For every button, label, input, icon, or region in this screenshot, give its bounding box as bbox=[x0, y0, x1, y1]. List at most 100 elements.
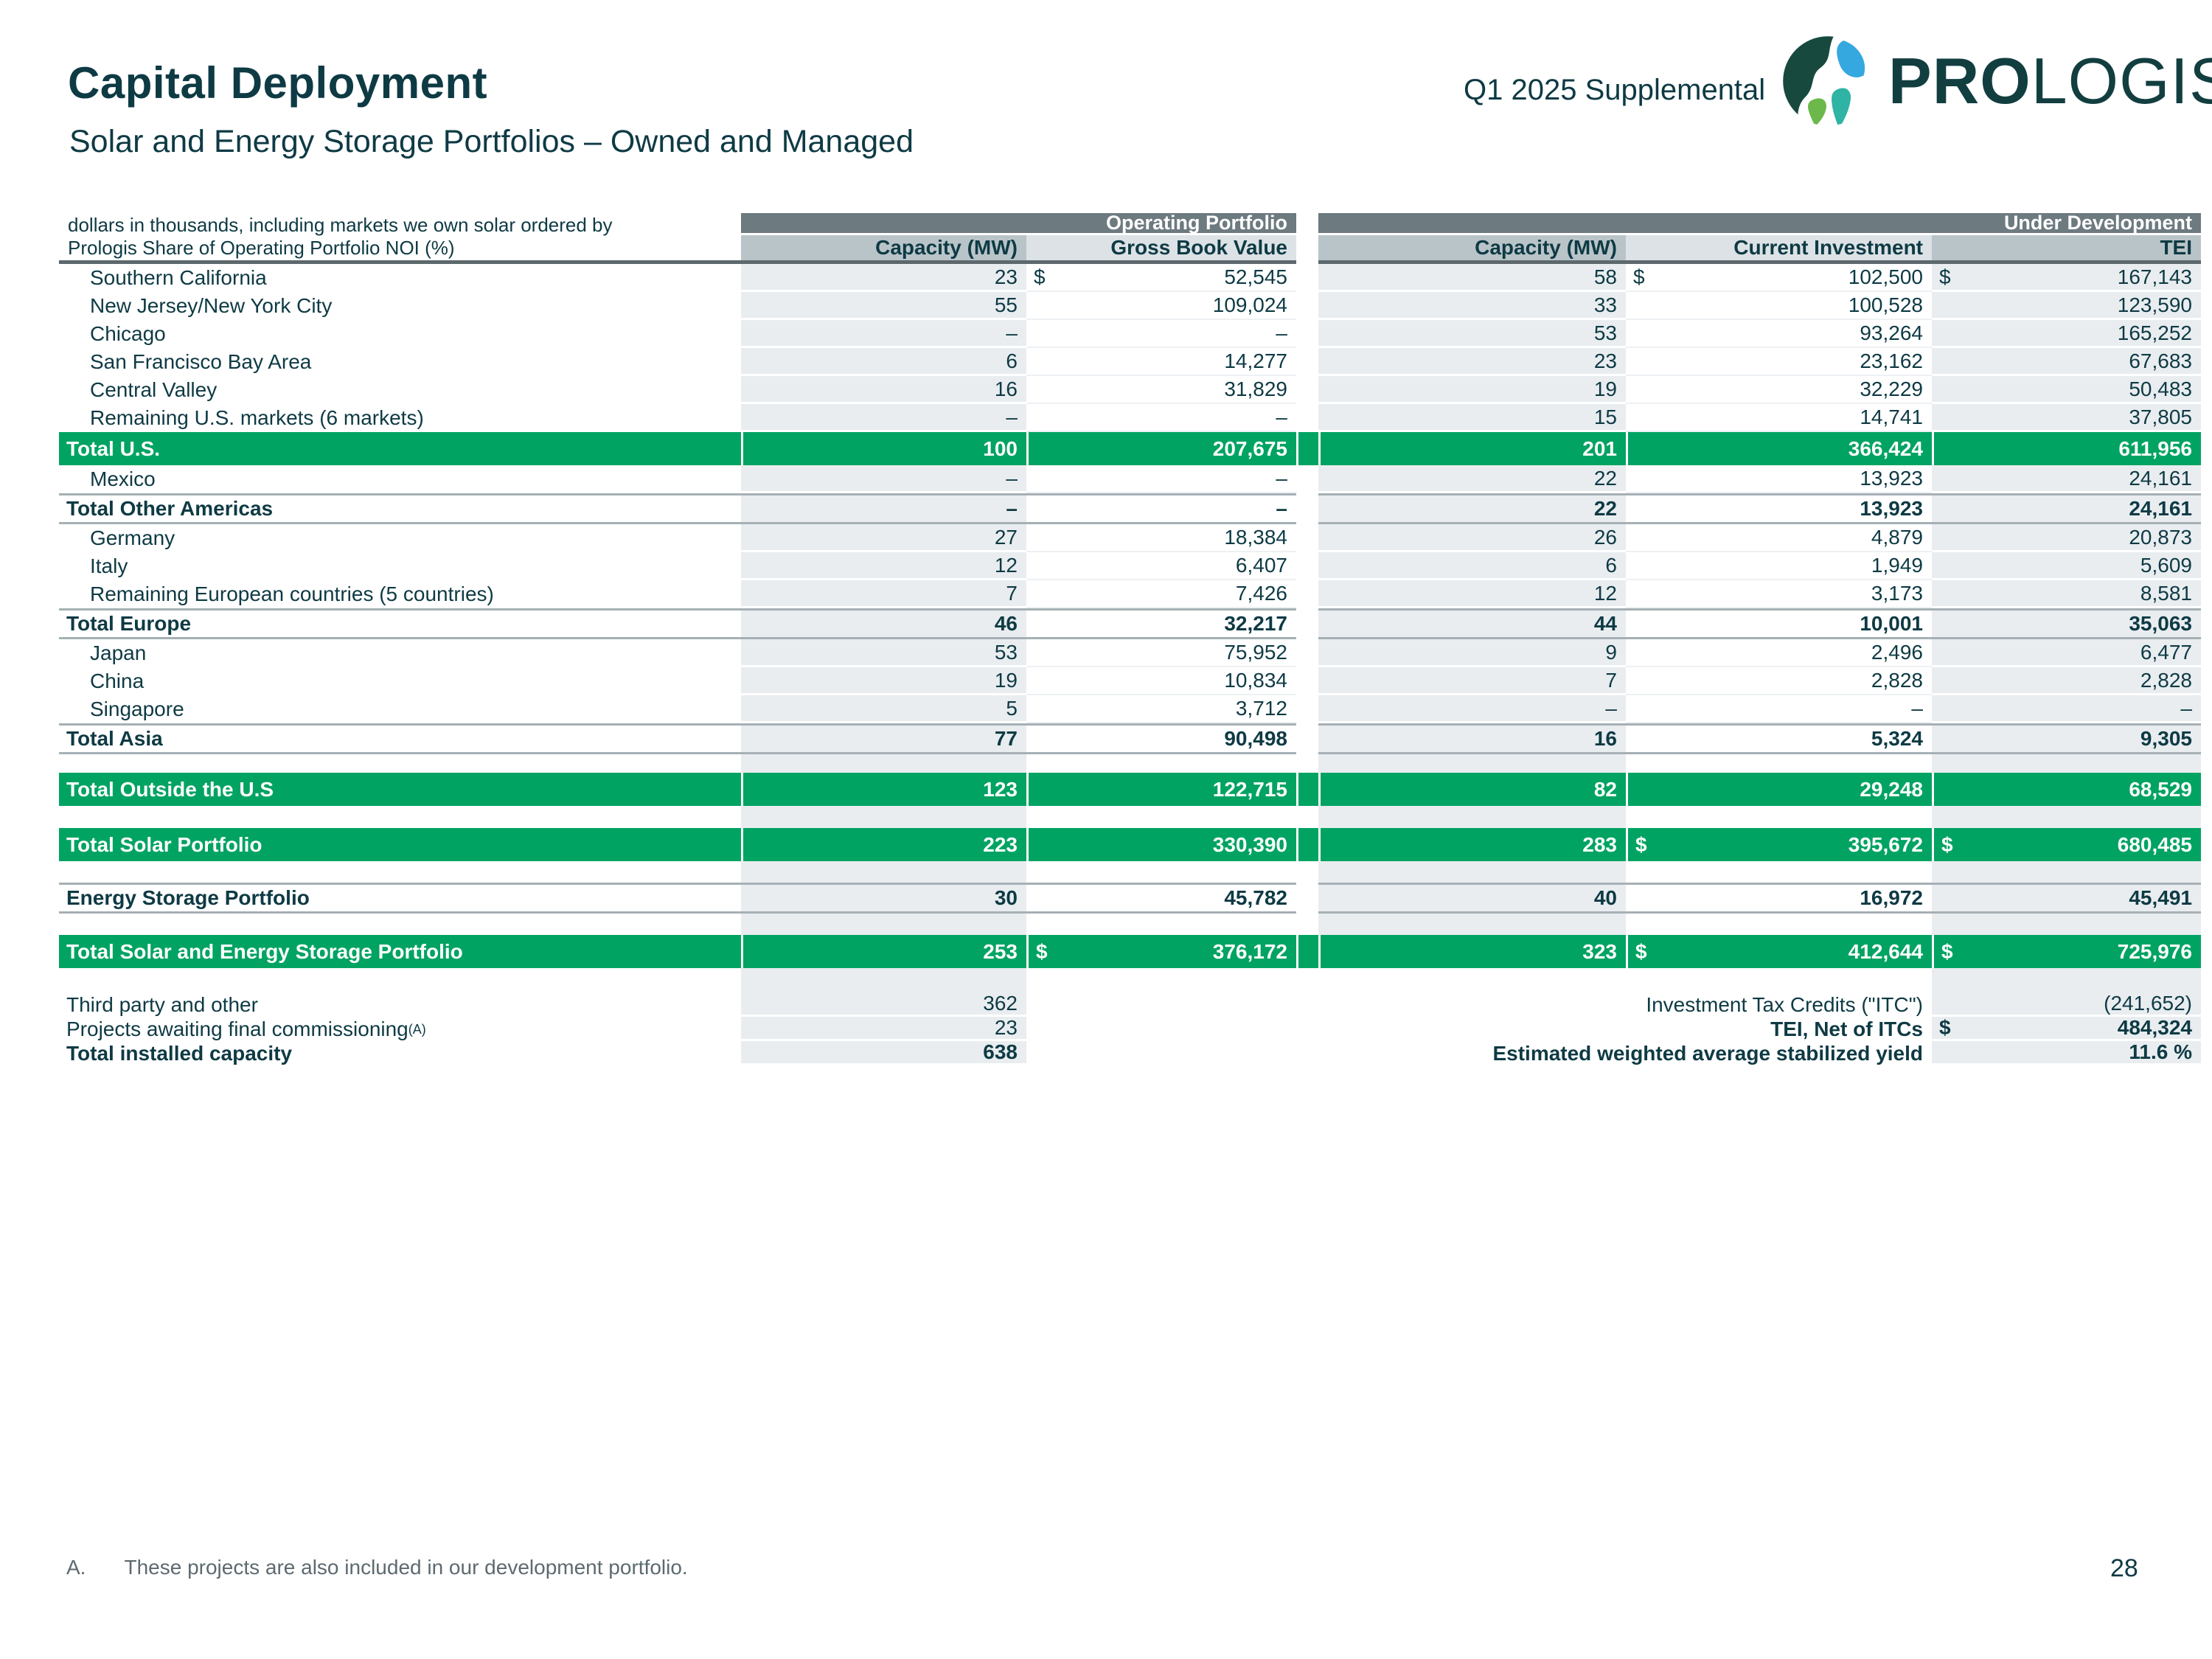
spacer-cell bbox=[1932, 806, 2201, 828]
cell-value: $102,500 bbox=[1626, 264, 1932, 292]
column-gap bbox=[1296, 348, 1318, 376]
spacer-cell bbox=[1296, 968, 1318, 992]
cell-value: 24,161 bbox=[1932, 465, 2201, 493]
cell-value: 15 bbox=[1318, 404, 1626, 432]
column-gap bbox=[1296, 320, 1318, 348]
value: 123,590 bbox=[2117, 293, 2192, 316]
value: 82 bbox=[1593, 777, 1617, 801]
dollar-sign: $ bbox=[1635, 939, 1647, 963]
row-label: Total Asia bbox=[59, 723, 741, 754]
spacer-cell bbox=[59, 754, 741, 773]
cell-value: 55 bbox=[741, 292, 1026, 320]
spacer-cell bbox=[1318, 806, 1626, 828]
value: 44 bbox=[1593, 612, 1617, 635]
value: 90,498 bbox=[1224, 727, 1287, 750]
label-text: Third party and other bbox=[66, 992, 258, 1016]
value: 55 bbox=[994, 293, 1018, 316]
column-header-capacity-dev: Capacity (MW) bbox=[1318, 235, 1626, 260]
spacer-cell bbox=[1296, 914, 1318, 935]
value: 53 bbox=[1593, 321, 1617, 344]
cell-value: 82 bbox=[1318, 773, 1626, 806]
spacer-cell bbox=[1932, 861, 2201, 883]
table-row: Total Solar and Energy Storage Portfolio… bbox=[59, 935, 2201, 968]
bottom-row-label: Third party and other bbox=[59, 992, 741, 1017]
cell-value: 45,782 bbox=[1026, 883, 1296, 914]
row-label: New Jersey/New York City bbox=[90, 294, 333, 317]
cell-value: 7 bbox=[1318, 667, 1626, 695]
table-row: New Jersey/New York City 55 109,024 33 100,5… bbox=[59, 292, 2201, 320]
value: 19 bbox=[1593, 377, 1617, 400]
value: (241,652) bbox=[2104, 992, 2192, 1015]
value: 5 bbox=[1006, 696, 1018, 720]
cell-value: 16 bbox=[1318, 723, 1626, 754]
cell-value: 29,248 bbox=[1626, 773, 1932, 806]
dollar-sign: $ bbox=[1941, 939, 1953, 963]
cell-value: 22 bbox=[1318, 493, 1626, 524]
value: 45,491 bbox=[2129, 886, 2192, 909]
cell-value: 5,324 bbox=[1626, 723, 1932, 754]
value: 18,384 bbox=[1224, 526, 1287, 549]
value: 12 bbox=[994, 553, 1018, 577]
cell-value: 77 bbox=[741, 723, 1026, 754]
cell-value: – bbox=[1026, 465, 1296, 493]
cell-value: 330,390 bbox=[1026, 828, 1296, 861]
cell-value: 10,834 bbox=[1026, 667, 1296, 695]
cell-value: 19 bbox=[1318, 376, 1626, 404]
value: 7,426 bbox=[1235, 582, 1287, 605]
cell-value: 6 bbox=[1318, 552, 1626, 580]
cell-value: 283 bbox=[1318, 828, 1626, 861]
row-label: Total Europe bbox=[59, 608, 741, 639]
cell-value: 6,477 bbox=[1932, 639, 2201, 667]
value: 30 bbox=[994, 886, 1018, 909]
value: 376,172 bbox=[1212, 939, 1287, 963]
cell-value: 223 bbox=[741, 828, 1026, 861]
value: 7 bbox=[1605, 668, 1617, 692]
cell-value: 207,675 bbox=[1026, 432, 1296, 465]
value: 323 bbox=[1582, 939, 1617, 963]
group-header-development: Under Development bbox=[1318, 212, 2201, 235]
table-row: Total U.S. 100 207,675 201 366,424 611,956 bbox=[59, 432, 2201, 465]
value: 52,545 bbox=[1224, 265, 1287, 288]
table-row bbox=[59, 861, 2201, 883]
cell-value: 35,063 bbox=[1932, 608, 2201, 639]
spacer-cell bbox=[1318, 754, 1626, 773]
cell-value: 7,426 bbox=[1026, 580, 1296, 608]
column-gap bbox=[1296, 432, 1318, 465]
cell-value: 93,264 bbox=[1626, 320, 1932, 348]
value: 13,923 bbox=[1860, 467, 1923, 490]
cell-value: 123,590 bbox=[1932, 292, 2201, 320]
group-header-row: Operating Portfolio Under Development bbox=[59, 212, 2201, 235]
value: – bbox=[1006, 466, 1018, 490]
value: 6 bbox=[1605, 553, 1617, 577]
table-row: Italy 12 6,407 6 1,949 5,609 bbox=[59, 552, 2201, 580]
value: 53 bbox=[994, 640, 1018, 664]
column-header-row: Capacity (MW) Gross Book Value Capacity … bbox=[59, 235, 2201, 260]
cell-value: 3,173 bbox=[1626, 580, 1932, 608]
dollar-sign: $ bbox=[1939, 265, 1951, 288]
cell-value: 53 bbox=[1318, 320, 1626, 348]
row-label: Chicago bbox=[90, 322, 166, 345]
page-title: Capital Deployment bbox=[68, 58, 488, 108]
footnote-marker: A. bbox=[66, 1556, 86, 1579]
value: 93,264 bbox=[1860, 321, 1923, 344]
dollar-sign: $ bbox=[1939, 1017, 1951, 1039]
value: 14,277 bbox=[1224, 349, 1287, 372]
column-gap bbox=[1296, 828, 1318, 861]
value: 26 bbox=[1593, 525, 1617, 549]
value: 12 bbox=[1593, 581, 1617, 605]
column-gap bbox=[1296, 773, 1318, 806]
cell-value: 75,952 bbox=[1026, 639, 1296, 667]
value: – bbox=[1276, 406, 1287, 428]
spacer-cell bbox=[1318, 968, 1626, 992]
table-row: Germany 27 18,384 26 4,879 20,873 bbox=[59, 524, 2201, 552]
value: 45,782 bbox=[1224, 886, 1287, 909]
value: – bbox=[2180, 696, 2192, 720]
header-rule-left bbox=[59, 260, 1296, 264]
value: 23 bbox=[994, 1017, 1018, 1039]
cell-value: 23,162 bbox=[1626, 348, 1932, 376]
cell-value: 23 bbox=[741, 1017, 1026, 1041]
table-row: Remaining European countries (5 countrie… bbox=[59, 580, 2201, 608]
label-text: Projects awaiting final commissioning bbox=[66, 1017, 408, 1040]
